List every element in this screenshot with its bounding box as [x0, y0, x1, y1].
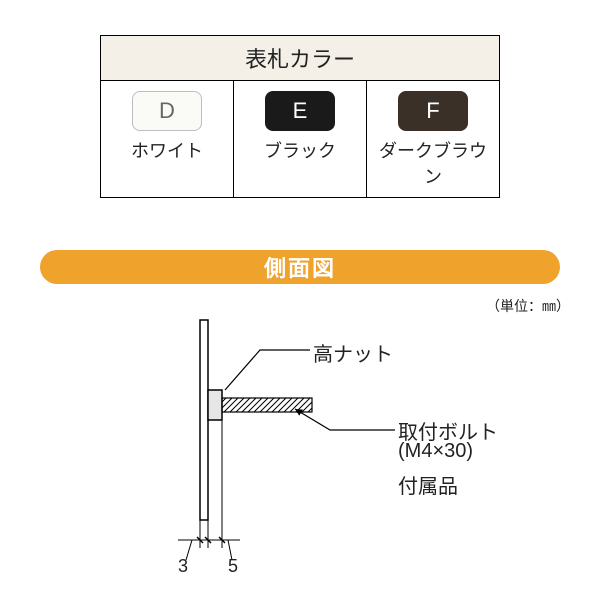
label-bolt-line2: (M4×30): [398, 440, 473, 463]
color-option-white: D ホワイト: [101, 81, 234, 197]
color-options-row: D ホワイト E ブラック F ダークブラウン: [101, 81, 499, 197]
label-high-nut: 高ナット: [313, 338, 393, 367]
swatch-brown: F: [398, 91, 468, 131]
plate-rect: [200, 320, 208, 520]
side-view-diagram: 高ナット 取付ボルト (M4×30) 付属品 3 5: [60, 300, 540, 580]
swatch-white: D: [132, 91, 202, 131]
high-nut-rect: [208, 390, 222, 420]
side-view-banner: 側面図: [40, 250, 560, 284]
swatch-brown-label: ダークブラウン: [373, 137, 493, 189]
swatch-white-label: ホワイト: [107, 137, 227, 163]
color-table-title: 表札カラー: [101, 36, 499, 81]
swatch-black-label: ブラック: [240, 137, 360, 163]
color-option-black: E ブラック: [234, 81, 367, 197]
label-dim-3: 3: [178, 556, 188, 577]
nameplate-color-table: 表札カラー D ホワイト E ブラック F ダークブラウン: [100, 35, 500, 198]
swatch-black: E: [265, 91, 335, 131]
leader-highnut: [225, 350, 310, 390]
bolt-rect: [222, 398, 312, 412]
label-dim-5: 5: [228, 556, 238, 577]
label-included: 付属品: [398, 470, 458, 499]
color-option-darkbrown: F ダークブラウン: [367, 81, 499, 197]
